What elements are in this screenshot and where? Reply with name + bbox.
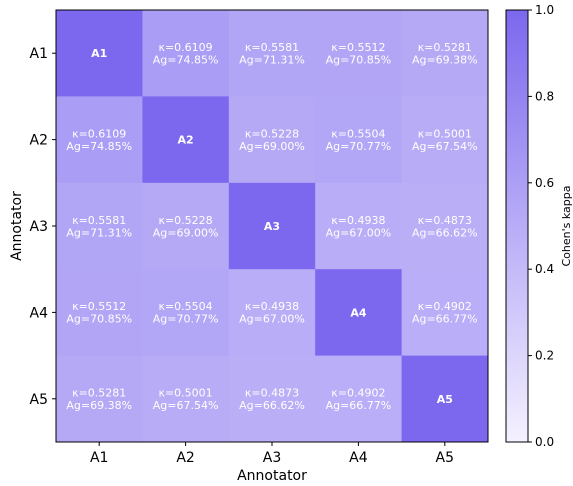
heatmap-cell [401,269,489,357]
colorbar-label: Cohen's kappa [560,186,573,267]
heatmap-cell [142,355,230,443]
cell-agreement-label: Ag=69.00% [153,226,219,239]
cell-agreement-label: Ag=69.38% [66,399,132,412]
cell-kappa-label: κ=0.5001 [158,387,212,400]
colorbar-tick-label: 0.6 [535,176,554,190]
x-axis-label: Annotator [237,468,307,484]
heatmap-cell [142,182,230,270]
heatmap-cell [56,182,143,270]
colorbar-tick-label: 0.4 [535,262,554,276]
heatmap-cell [315,182,403,270]
heatmap-cell [401,355,489,443]
y-tick-label: A4 [30,305,49,321]
colorbar-tick-label: 1.0 [535,3,554,17]
cell-kappa-label: κ=0.5281 [72,387,126,400]
heatmap-cell [315,269,403,357]
cell-kappa-label: κ=0.5228 [245,127,299,140]
heatmap-cell [142,269,230,357]
cell-kappa-label: κ=0.6109 [158,41,212,54]
cell-kappa-label: κ=0.4902 [331,387,385,400]
cell-annotator-label: A2 [178,134,194,147]
cell-agreement-label: Ag=70.77% [326,140,392,153]
cell-kappa-label: κ=0.5281 [418,41,472,54]
colorbar-tick-label: 0.0 [535,435,554,449]
cell-agreement-label: Ag=74.85% [153,53,219,66]
cell-kappa-label: κ=0.6109 [72,127,126,140]
cell-agreement-label: Ag=70.85% [326,53,392,66]
heatmap-cell [401,96,489,184]
y-axis-label: Annotator [9,191,25,261]
x-axis: A1 A2 A3 A4 A5 [90,442,454,466]
cell-agreement-label: Ag=66.77% [326,399,392,412]
cell-kappa-label: κ=0.5581 [72,214,126,227]
cell-agreement-label: Ag=67.54% [412,140,478,153]
y-tick-label: A5 [30,392,48,408]
cell-agreement-label: Ag=66.62% [239,399,305,412]
heatmap-cell [228,355,316,443]
cell-kappa-label: κ=0.4902 [418,300,472,313]
cell-kappa-label: κ=0.4938 [245,300,299,313]
cell-agreement-label: Ag=71.31% [239,53,305,66]
heatmap-cell [56,10,143,97]
cell-kappa-label: κ=0.5001 [418,127,472,140]
y-tick-label: A2 [30,133,48,149]
cell-kappa-label: κ=0.4873 [245,387,299,400]
heatmap-cell [228,269,316,357]
heatmap-cell [142,10,230,97]
cell-agreement-label: Ag=69.00% [239,140,305,153]
cell-agreement-label: Ag=74.85% [66,140,132,153]
cell-agreement-label: Ag=71.31% [66,226,132,239]
heatmap-cell [401,182,489,270]
heatmap-cell [228,96,316,184]
cell-annotator-label: A1 [91,47,107,60]
x-tick-label: A2 [176,450,194,466]
cell-agreement-label: Ag=67.00% [239,313,305,326]
cell-agreement-label: Ag=69.38% [412,53,478,66]
heatmap-cells: A1 κ=0.6109Ag=74.85%κ=0.5581Ag=71.31%κ=0.… [56,10,489,443]
cell-kappa-label: κ=0.5504 [158,300,212,313]
cell-annotator-label: A4 [350,306,367,319]
y-tick-label: A3 [30,219,48,235]
y-tick-label: A1 [30,46,48,62]
cell-agreement-label: Ag=66.62% [412,226,478,239]
cell-kappa-label: κ=0.4938 [331,214,385,227]
heatmap-cell [56,269,143,357]
heatmap-cell [56,96,143,184]
cell-annotator-label: A5 [437,393,453,406]
cell-agreement-label: Ag=67.00% [326,226,392,239]
cell-agreement-label: Ag=70.85% [66,313,132,326]
colorbar-tick-label: 0.8 [535,89,554,103]
heatmap-cell [142,96,230,184]
x-tick-label: A4 [349,450,368,466]
heatmap-cell [228,182,316,270]
cell-kappa-label: κ=0.5512 [72,300,126,313]
heatmap-cell [315,96,403,184]
heatmap-cell [315,10,403,97]
colorbar-ticks: 0.0 0.2 0.4 0.6 0.8 1.0 [528,3,554,449]
colorbar-tick-label: 0.2 [535,349,554,363]
cell-kappa-label: κ=0.5581 [245,41,299,54]
heatmap-cell [228,10,316,97]
x-tick-label: A5 [436,450,454,466]
heatmap-cell [315,355,403,443]
x-tick-label: A3 [263,450,281,466]
cell-kappa-label: κ=0.5512 [331,41,385,54]
cell-annotator-label: A3 [264,220,280,233]
cell-kappa-label: κ=0.5228 [158,214,212,227]
cell-kappa-label: κ=0.5504 [331,127,385,140]
y-axis: A1 A2 A3 A4 A5 [30,46,56,408]
x-tick-label: A1 [90,450,108,466]
cell-agreement-label: Ag=66.77% [412,313,478,326]
heatmap-cell [401,10,489,97]
cell-agreement-label: Ag=67.54% [153,399,219,412]
colorbar [505,9,529,443]
cell-agreement-label: Ag=70.77% [153,313,219,326]
heatmap-cell [56,355,143,443]
cell-kappa-label: κ=0.4873 [418,214,472,227]
